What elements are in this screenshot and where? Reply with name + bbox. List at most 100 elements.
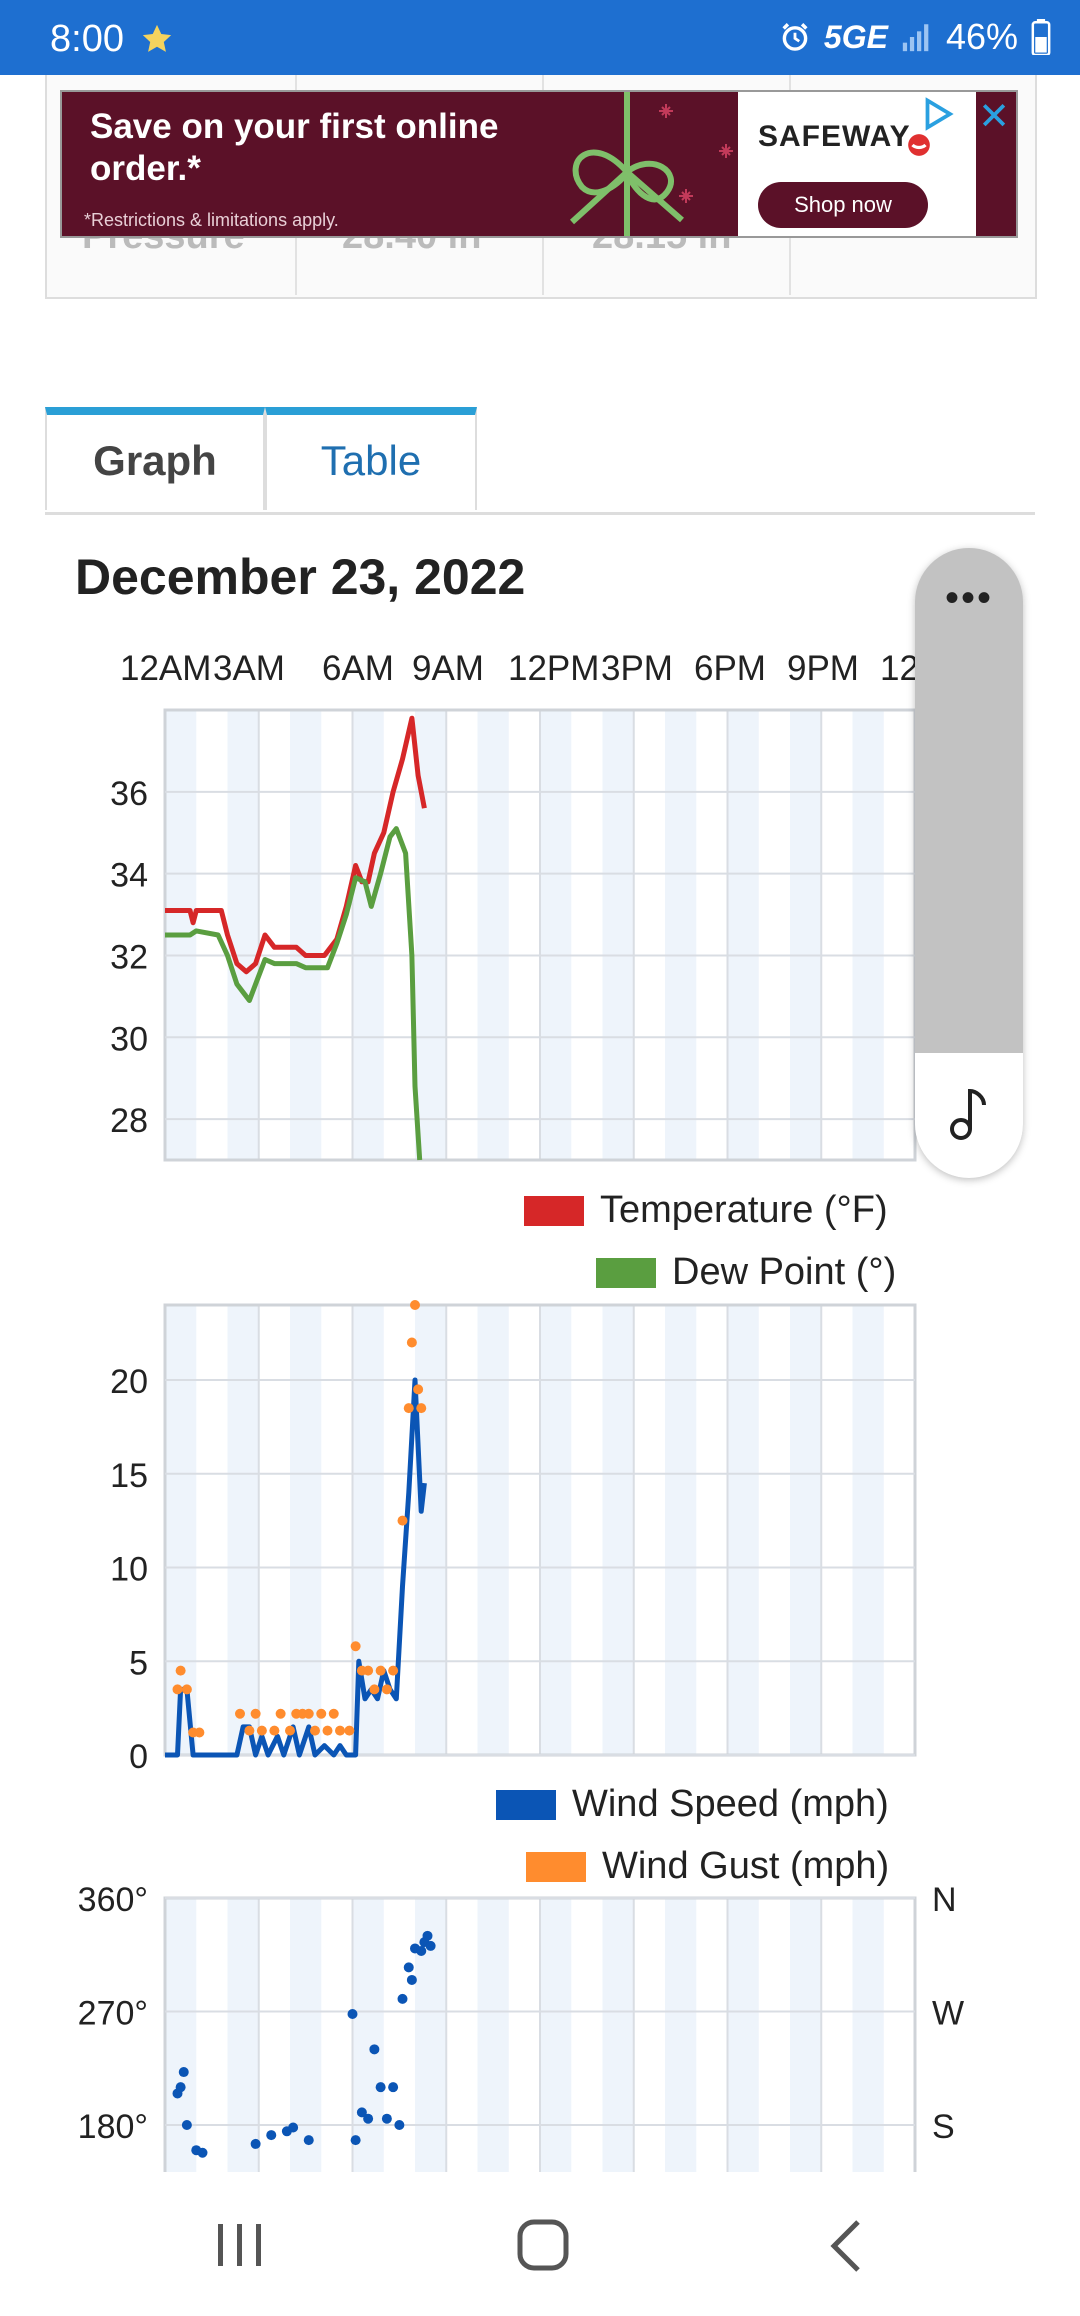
direction-point [350,2135,361,2146]
recent-apps-icon[interactable] [212,2220,268,2270]
chart-stripe [477,1898,509,2172]
gust-point [375,1665,386,1676]
tab-table[interactable]: Table [265,407,477,510]
legend-swatch-temperature [524,1196,584,1226]
more-options-icon[interactable]: ••• [944,576,993,620]
chart-stripe [227,1898,259,2172]
chart-stripe [352,710,384,1160]
chart-stripe [665,1898,697,2172]
time-axis-label: 12AM [120,649,211,688]
battery-icon [1031,19,1051,55]
chart-stripe [227,710,259,1160]
date-title: December 23, 2022 [75,549,526,605]
shop-now-button[interactable]: Shop now [758,182,928,228]
gust-point [275,1708,286,1719]
chart-stripe [602,1305,634,1755]
gust-point [235,1708,245,1719]
tab-graph[interactable]: Graph [45,407,265,510]
chart-stripe [165,1898,197,2172]
legend-label-dew-point: Dew Point (°) [672,1251,896,1293]
legend-swatch-wind-speed [496,1790,556,1820]
y-tick-label: 34 [110,857,148,895]
y-tick-label: 10 [110,1551,148,1589]
gust-point [181,1684,192,1695]
chart-stripe [602,1898,634,2172]
direction-point [406,1974,417,1985]
gust-point [194,1727,205,1738]
legend-swatch-dew-point [596,1258,656,1288]
gust-point [285,1725,295,1736]
y-tick-label: 270° [78,1995,148,2033]
back-icon[interactable] [826,2218,866,2274]
chart-stripe [415,1305,447,1755]
chart-stripe [665,710,697,1160]
music-button[interactable] [915,1053,1023,1178]
signal-icon [902,24,929,52]
gust-point [250,1708,261,1719]
gust-point [344,1725,355,1736]
system-nav-bar [0,2172,1080,2316]
gust-point [175,1665,186,1676]
chart-stripe [227,1305,259,1755]
ad-close-icon[interactable]: ✕ [978,96,1010,138]
gust-point [406,1337,417,1348]
chart-stripe [602,710,634,1160]
legend-label-wind-speed: Wind Speed (mph) [572,1783,889,1825]
direction-point [175,2082,186,2093]
direction-point [266,2130,277,2141]
chart-stripe [352,1898,384,2172]
chart-stripe [790,1305,822,1755]
home-icon[interactable] [516,2218,570,2272]
direction-point [394,2120,405,2130]
history-charts: 12AM3AM6AM9AM12PM3PM6PM9PM12AM3634323028… [78,649,971,2172]
alarm-icon [782,23,808,51]
y-tick-label: 5 [129,1644,148,1682]
ad-banner[interactable]: Save on your first online order.* *Restr… [60,90,1018,238]
time-axis-label: 9AM [412,649,484,688]
direction-point [381,2113,392,2124]
direction-point [356,2107,367,2118]
y-tick-label: 0 [129,1738,148,1776]
direction-label: S [932,2108,955,2146]
status-icons: 5GE 46% [778,16,1052,58]
gust-point [328,1708,339,1719]
ad-brand-logo: SAFEWAY [758,120,911,153]
chart-stripe [290,1305,322,1755]
y-tick-label: 30 [110,1020,148,1058]
y-tick-label: 28 [110,1102,148,1140]
adchoices-icon[interactable] [920,96,956,132]
direction-point [363,2113,374,2124]
direction-point [422,1930,433,1941]
floating-media-panel[interactable]: ••• [915,548,1023,1178]
direction-point [369,2044,380,2055]
gust-point [256,1725,267,1736]
chart-stripe [790,710,822,1160]
series-line [165,826,423,1161]
music-note-icon [950,1088,986,1140]
chart-stripe [727,710,759,1160]
chart-stripe [290,710,322,1160]
gust-point [310,1725,320,1736]
chart-stripe [852,710,884,1160]
direction-point [416,1945,427,1956]
gift-ribbon-icon [569,92,733,236]
direction-point [388,2082,399,2093]
time-axis-label: 12PM [508,649,599,688]
battery-percent: 46% [945,16,1018,57]
gust-point [403,1403,414,1414]
chart-stripe [852,1305,884,1755]
time-axis-label: 3PM [601,649,673,688]
direction-point [250,2138,261,2149]
direction-point [375,2082,386,2093]
legend-label-temperature: Temperature (°F) [600,1189,888,1231]
gust-point [350,1641,361,1652]
gust-point [172,1684,183,1695]
direction-point [288,2122,299,2133]
gust-point [335,1725,345,1736]
gust-point [244,1725,255,1736]
legend-swatch-wind-gust [526,1852,586,1882]
y-tick-label: 20 [110,1363,148,1401]
chart-stripe [540,710,572,1160]
chart-stripe [852,1898,884,2172]
chart-stripe [790,1898,822,2172]
